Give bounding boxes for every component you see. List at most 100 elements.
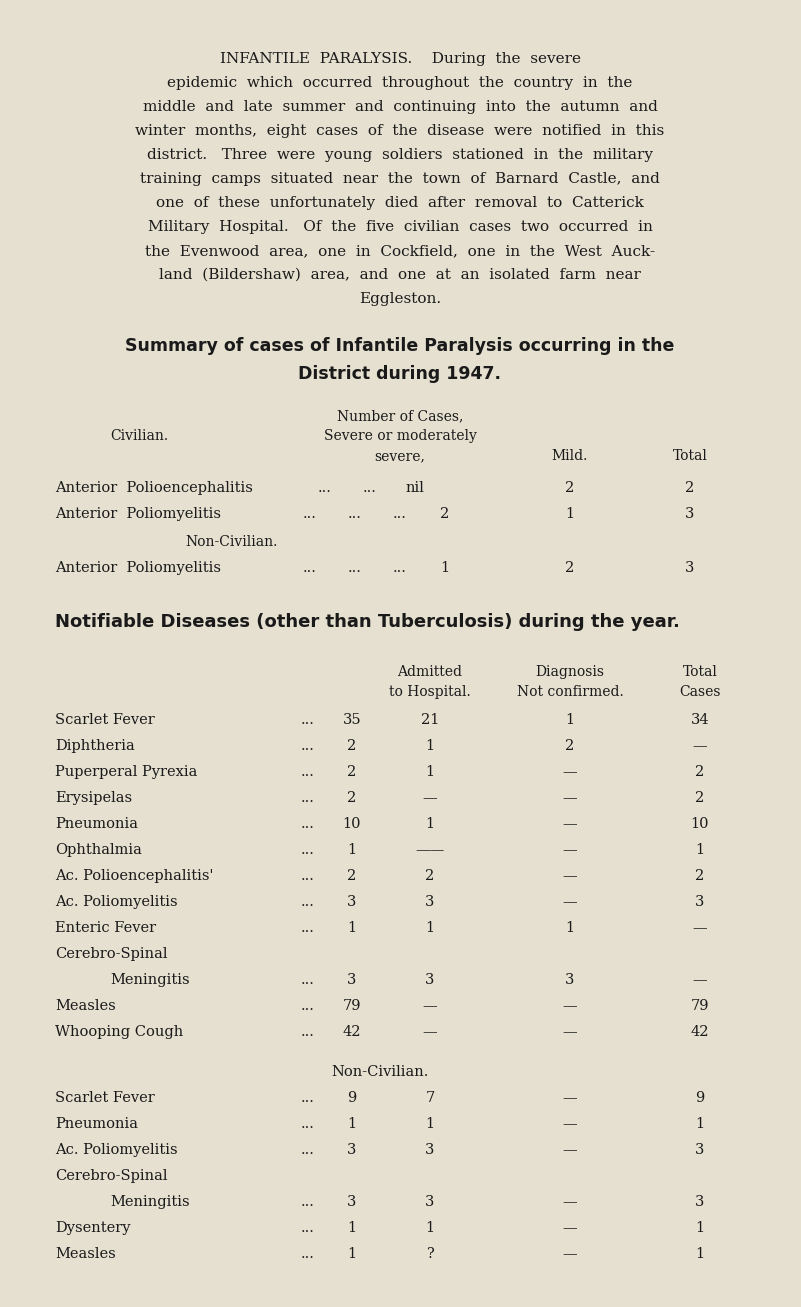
Text: —: — [693, 738, 707, 753]
Text: —: — [562, 1117, 578, 1131]
Text: 1: 1 [695, 1221, 705, 1235]
Text: Cerebro-Spinal: Cerebro-Spinal [55, 1168, 167, 1183]
Text: —: — [562, 817, 578, 831]
Text: 3: 3 [695, 895, 705, 908]
Text: Ac. Poliomyelitis: Ac. Poliomyelitis [55, 1144, 178, 1157]
Text: winter  months,  eight  cases  of  the  disease  were  notified  in  this: winter months, eight cases of the diseas… [135, 124, 665, 139]
Text: Whooping Cough: Whooping Cough [55, 1025, 183, 1039]
Text: Mild.: Mild. [552, 450, 588, 463]
Text: —: — [562, 1144, 578, 1157]
Text: Meningitis: Meningitis [110, 1195, 190, 1209]
Text: Total: Total [682, 665, 718, 680]
Text: middle  and  late  summer  and  continuing  into  the  autumn  and: middle and late summer and continuing in… [143, 101, 658, 114]
Text: Erysipelas: Erysipelas [55, 791, 132, 805]
Text: —: — [693, 972, 707, 987]
Text: ...: ... [301, 1117, 315, 1131]
Text: 1: 1 [695, 1247, 705, 1261]
Text: ...: ... [301, 843, 315, 857]
Text: Pneumonia: Pneumonia [55, 1117, 138, 1131]
Text: one  of  these  unfortunately  died  after  removal  to  Catterick: one of these unfortunately died after re… [156, 196, 644, 210]
Text: ...: ... [301, 1091, 315, 1104]
Text: 1: 1 [425, 1117, 435, 1131]
Text: —: — [562, 791, 578, 805]
Text: 42: 42 [343, 1025, 361, 1039]
Text: Anterior  Poliomyelitis: Anterior Poliomyelitis [55, 507, 221, 521]
Text: ...: ... [301, 1025, 315, 1039]
Text: ——: —— [416, 843, 445, 857]
Text: —: — [562, 1221, 578, 1235]
Text: 1: 1 [441, 561, 449, 575]
Text: 10: 10 [343, 817, 361, 831]
Text: —: — [423, 791, 437, 805]
Text: ...: ... [301, 972, 315, 987]
Text: 3: 3 [425, 1144, 435, 1157]
Text: ...: ... [301, 1247, 315, 1261]
Text: ...: ... [301, 765, 315, 779]
Text: ...: ... [301, 1195, 315, 1209]
Text: Ophthalmia: Ophthalmia [55, 843, 142, 857]
Text: ...: ... [301, 738, 315, 753]
Text: 9: 9 [695, 1091, 705, 1104]
Text: Measles: Measles [55, 1247, 116, 1261]
Text: severe,: severe, [375, 450, 425, 463]
Text: —: — [562, 1025, 578, 1039]
Text: Anterior  Poliomyelitis: Anterior Poliomyelitis [55, 561, 221, 575]
Text: —: — [562, 999, 578, 1013]
Text: —: — [423, 999, 437, 1013]
Text: Diphtheria: Diphtheria [55, 738, 135, 753]
Text: training  camps  situated  near  the  town  of  Barnard  Castle,  and: training camps situated near the town of… [140, 173, 660, 186]
Text: 1: 1 [348, 1117, 356, 1131]
Text: 2: 2 [425, 869, 435, 884]
Text: 1: 1 [566, 921, 574, 935]
Text: Number of Cases,: Number of Cases, [336, 409, 463, 423]
Text: —: — [423, 1025, 437, 1039]
Text: Notifiable Diseases (other than Tuberculosis) during the year.: Notifiable Diseases (other than Tubercul… [55, 613, 680, 631]
Text: INFANTILE  PARALYSIS.    During  the  severe: INFANTILE PARALYSIS. During the severe [219, 52, 581, 65]
Text: 42: 42 [690, 1025, 709, 1039]
Text: 1: 1 [425, 817, 435, 831]
Text: 3: 3 [425, 1195, 435, 1209]
Text: ...: ... [363, 481, 377, 495]
Text: ?: ? [426, 1247, 434, 1261]
Text: 2: 2 [566, 481, 574, 495]
Text: 1: 1 [695, 843, 705, 857]
Text: 2: 2 [348, 738, 356, 753]
Text: 10: 10 [690, 817, 709, 831]
Text: 34: 34 [690, 714, 710, 727]
Text: Dysentery: Dysentery [55, 1221, 131, 1235]
Text: ...: ... [301, 921, 315, 935]
Text: Ac. Poliomyelitis: Ac. Poliomyelitis [55, 895, 178, 908]
Text: ...: ... [301, 895, 315, 908]
Text: 79: 79 [690, 999, 709, 1013]
Text: 2: 2 [566, 738, 574, 753]
Text: Anterior  Polioencephalitis: Anterior Polioencephalitis [55, 481, 253, 495]
Text: 9: 9 [348, 1091, 356, 1104]
Text: Not confirmed.: Not confirmed. [517, 685, 623, 699]
Text: 79: 79 [343, 999, 361, 1013]
Text: 1: 1 [348, 1247, 356, 1261]
Text: 1: 1 [425, 921, 435, 935]
Text: ...: ... [301, 1144, 315, 1157]
Text: Non-Civilian.: Non-Civilian. [185, 535, 277, 549]
Text: 2: 2 [695, 869, 705, 884]
Text: Military  Hospital.   Of  the  five  civilian  cases  two  occurred  in: Military Hospital. Of the five civilian … [147, 220, 653, 234]
Text: Diagnosis: Diagnosis [536, 665, 605, 680]
Text: —: — [562, 843, 578, 857]
Text: Pneumonia: Pneumonia [55, 817, 138, 831]
Text: —: — [562, 1195, 578, 1209]
Text: 3: 3 [695, 1195, 705, 1209]
Text: nil: nil [405, 481, 425, 495]
Text: 7: 7 [425, 1091, 435, 1104]
Text: ...: ... [348, 561, 362, 575]
Text: Total: Total [673, 450, 707, 463]
Text: district.   Three  were  young  soldiers  stationed  in  the  military: district. Three were young soldiers stat… [147, 148, 653, 162]
Text: 3: 3 [348, 895, 356, 908]
Text: Summary of cases of Infantile Paralysis occurring in the: Summary of cases of Infantile Paralysis … [125, 337, 674, 356]
Text: ...: ... [303, 561, 317, 575]
Text: ...: ... [301, 791, 315, 805]
Text: 2: 2 [348, 765, 356, 779]
Text: 3: 3 [425, 895, 435, 908]
Text: Admitted: Admitted [397, 665, 462, 680]
Text: Enteric Fever: Enteric Fever [55, 921, 156, 935]
Text: 2: 2 [686, 481, 694, 495]
